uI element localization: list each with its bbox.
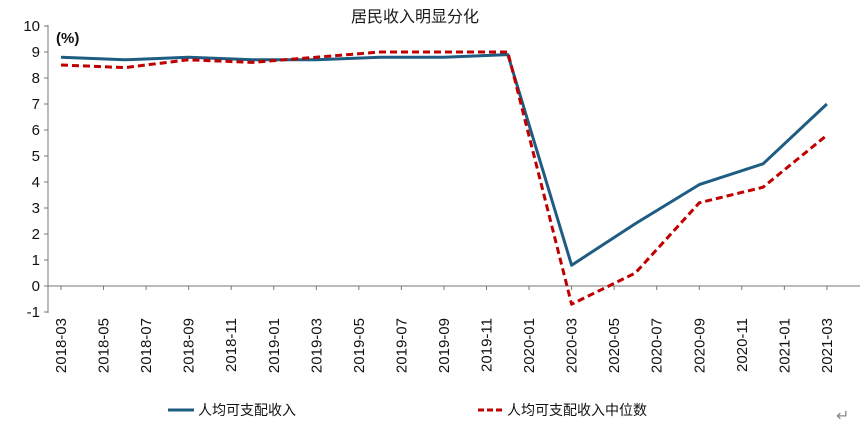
y-tick-label: 3: [32, 200, 40, 217]
x-tick-label: 2018-09: [181, 318, 198, 373]
x-tick-label: 2018-07: [138, 318, 155, 373]
series-layer: [60, 50, 828, 306]
chart-title: 居民收入明显分化: [351, 7, 479, 26]
x-tick-label: 2019-07: [393, 318, 410, 373]
y-tick-label: 5: [32, 148, 40, 165]
legend-label-income: 人均可支配收入: [198, 403, 296, 419]
y-tick-label: 2: [32, 226, 40, 243]
y-tick-label: 0: [32, 278, 40, 295]
y-tick-label: 8: [32, 70, 40, 87]
x-tick-label: 2020-03: [564, 318, 581, 373]
x-tick-label: 2020-09: [691, 318, 708, 373]
y-tick-label: -1: [27, 304, 40, 321]
legend: 人均可支配收入 人均可支配收入中位数: [168, 403, 647, 419]
x-tick-label: 2018-05: [96, 318, 113, 373]
x-tick-label: 2020-01: [521, 318, 538, 373]
series-line-1: [60, 50, 828, 306]
x-tick-label: 2021-01: [776, 318, 793, 373]
y-tick-label: 4: [32, 174, 40, 191]
series-line-0: [60, 53, 828, 267]
x-tick-label: 2019-09: [436, 318, 453, 373]
y-tick-label: 1: [32, 252, 40, 269]
y-tick-label: 6: [32, 122, 40, 139]
y-tick-label: 7: [32, 96, 40, 113]
y-unit-label: (%): [56, 30, 79, 47]
x-axis-ticks: 2018-03 2018-05 2018-07 2018-09 2018-11 2019-…: [48, 285, 860, 373]
y-tick-label: 10: [23, 18, 40, 35]
x-tick-label: 2019-05: [351, 318, 368, 373]
x-tick-label: 2019-11: [479, 318, 496, 372]
return-mark-icon: ↵: [836, 406, 849, 425]
x-tick-label: 2020-05: [606, 318, 623, 373]
x-tick-label: 2019-01: [266, 318, 283, 373]
x-tick-label: 2020-07: [649, 318, 666, 373]
legend-label-median: 人均可支配收入中位数: [507, 403, 647, 419]
x-tick-label: 2021-03: [819, 318, 836, 373]
x-tick-label: 2018-03: [53, 318, 70, 373]
x-tick-label: 2018-11: [223, 318, 240, 372]
y-tick-label: 9: [32, 44, 40, 61]
x-tick-label: 2019-03: [308, 318, 325, 373]
y-axis-ticks: -1 0 1 2 3 4 5 6 7 8 9 10: [23, 18, 48, 321]
x-tick-label: 2020-11: [734, 318, 751, 372]
